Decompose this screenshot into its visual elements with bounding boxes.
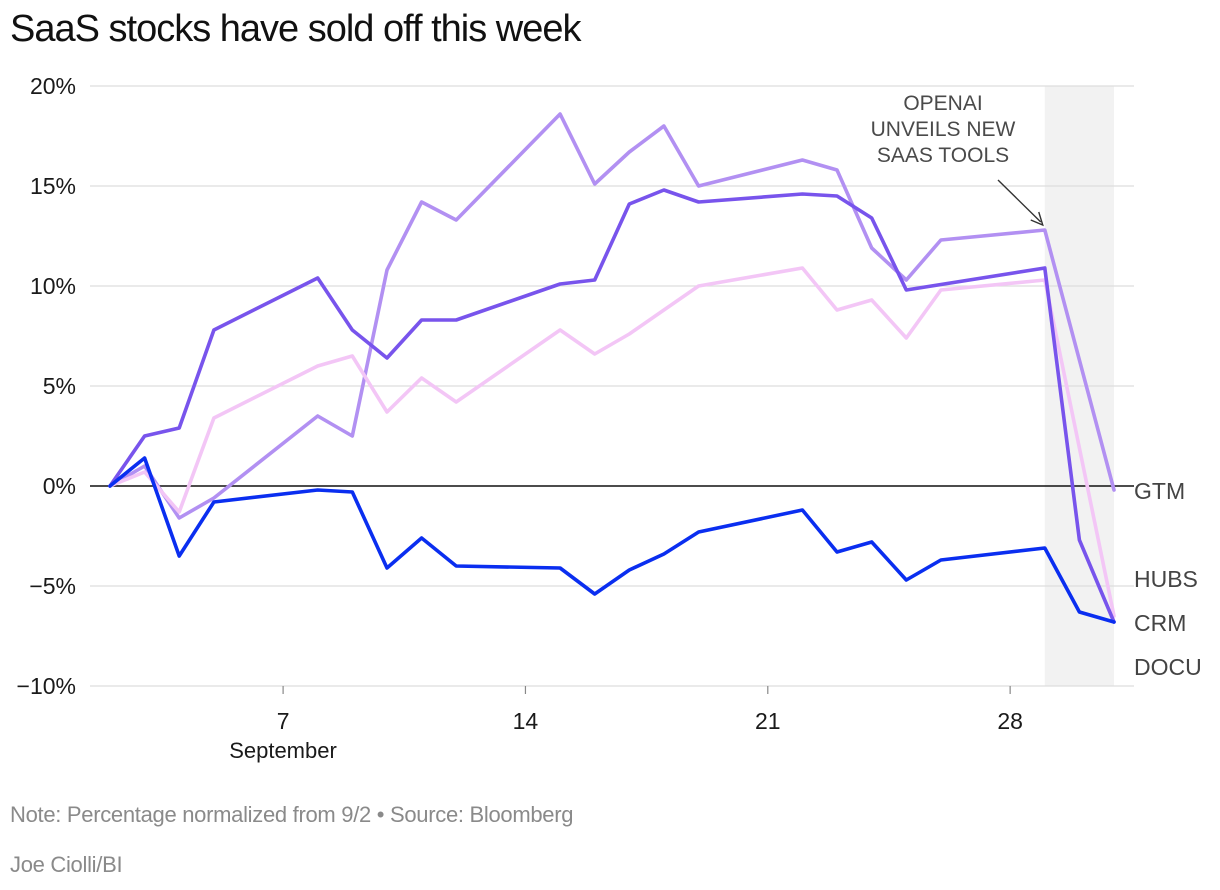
series-layer <box>108 112 1116 624</box>
series-line-gtm <box>108 112 1116 520</box>
annotation: OPENAI UNVEILS NEW SAAS TOOLS <box>871 92 1044 227</box>
series-line-docu <box>108 456 1116 624</box>
end-label-crm: CRM <box>1134 610 1186 636</box>
chart-title: SaaS stocks have sold off this week <box>10 8 582 50</box>
series-line-hubs <box>108 266 1116 618</box>
x-tick-label: 7 <box>277 708 290 734</box>
grid-layer <box>90 85 1134 687</box>
x-tick-label: 28 <box>997 708 1023 734</box>
annotation-arrow <box>997 179 1042 223</box>
y-tick-label: 5% <box>43 373 76 399</box>
annotation-text: SAAS TOOLS <box>877 144 1009 167</box>
series-line-crm <box>108 188 1116 624</box>
line-chart: 20% 15% 10% 5% 0% −5% −10% September 7 14 21 28 O… <box>17 73 1202 763</box>
end-label-hubs: HUBS <box>1134 566 1198 592</box>
y-tick-label: 0% <box>43 473 76 499</box>
x-tick-label: 14 <box>513 708 539 734</box>
annotation-arrowhead <box>1030 211 1044 227</box>
y-tick-label: 20% <box>30 73 76 99</box>
x-month-label: September <box>229 738 337 763</box>
y-tick-label: −5% <box>29 573 76 599</box>
y-tick-label: −10% <box>17 673 76 699</box>
source-note: Note: Percentage normalized from 9/2 • S… <box>10 802 574 827</box>
end-label-gtm: GTM <box>1134 478 1185 504</box>
x-tick-label: 21 <box>755 708 781 734</box>
x-axis: September 7 14 21 28 <box>229 686 1023 763</box>
y-tick-label: 15% <box>30 173 76 199</box>
credit: Joe Ciolli/BI <box>10 852 123 877</box>
annotation-text: UNVEILS NEW <box>871 118 1016 141</box>
end-label-docu: DOCU <box>1134 654 1202 680</box>
y-axis: 20% 15% 10% 5% 0% −5% −10% <box>17 73 76 699</box>
y-tick-label: 10% <box>30 273 76 299</box>
end-labels: GTM HUBS CRM DOCU <box>1134 478 1202 680</box>
annotation-text: OPENAI <box>903 92 982 115</box>
